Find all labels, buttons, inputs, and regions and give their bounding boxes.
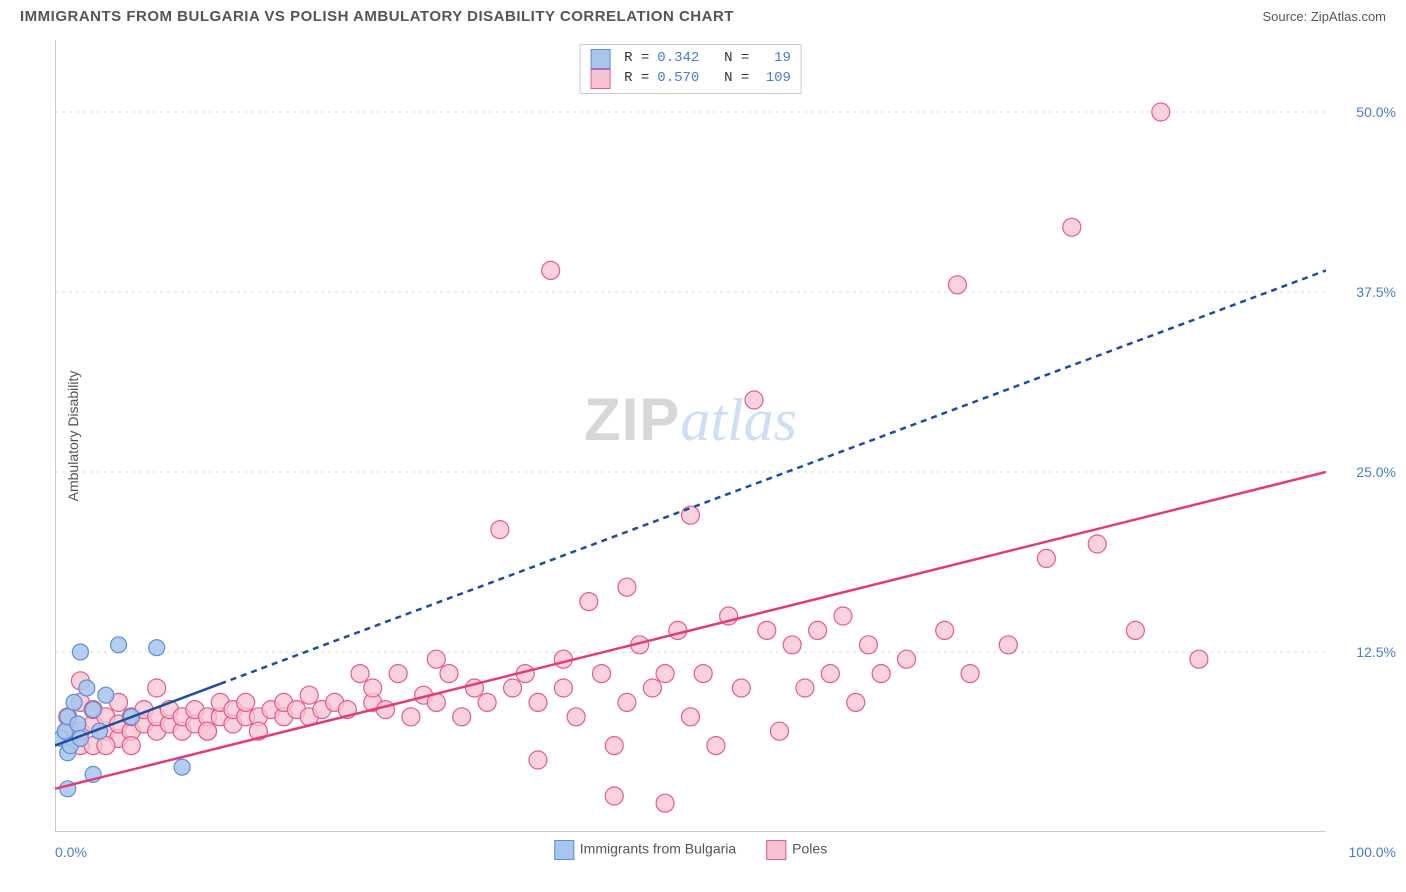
y-tick: 25.0% (1356, 464, 1396, 480)
correlation-chart: Ambulatory Disability ZIPatlas 12.5%25.0… (55, 40, 1326, 832)
y-axis-label: Ambulatory Disability (65, 371, 81, 502)
y-tick: 37.5% (1356, 284, 1396, 300)
source-label: Source: ZipAtlas.com (1262, 9, 1386, 24)
legend-item-poles: Poles (766, 840, 827, 860)
stat-r-value: 0.342 (657, 49, 699, 69)
legend-swatch (590, 49, 610, 69)
stat-n-value: 109 (757, 69, 791, 89)
legend-swatch (590, 69, 610, 89)
bottom-legend: Immigrants from Bulgaria Poles (554, 840, 827, 860)
stat-r-label: R = (624, 69, 649, 89)
y-tick: 50.0% (1356, 104, 1396, 120)
legend-label: Immigrants from Bulgaria (580, 841, 736, 857)
stat-n-label: N = (707, 69, 749, 89)
x-tick-min: 0.0% (55, 844, 87, 860)
stat-n-value: 19 (757, 49, 791, 69)
legend-swatch (554, 840, 574, 860)
stats-row-poles: R = 0.570 N = 109 (590, 69, 791, 89)
stat-r-value: 0.570 (657, 69, 699, 89)
legend-item-bulgaria: Immigrants from Bulgaria (554, 840, 736, 860)
top-legend: R = 0.342 N = 19R = 0.570 N = 109 (579, 44, 802, 94)
x-tick-max: 100.0% (1349, 844, 1396, 860)
y-tick: 12.5% (1356, 644, 1396, 660)
stats-row-bulgaria: R = 0.342 N = 19 (590, 49, 791, 69)
chart-svg (55, 40, 1326, 832)
stat-r-label: R = (624, 49, 649, 69)
stat-n-label: N = (707, 49, 749, 69)
page-title: IMMIGRANTS FROM BULGARIA VS POLISH AMBUL… (20, 8, 734, 25)
legend-swatch (766, 840, 786, 860)
legend-label: Poles (792, 841, 827, 857)
